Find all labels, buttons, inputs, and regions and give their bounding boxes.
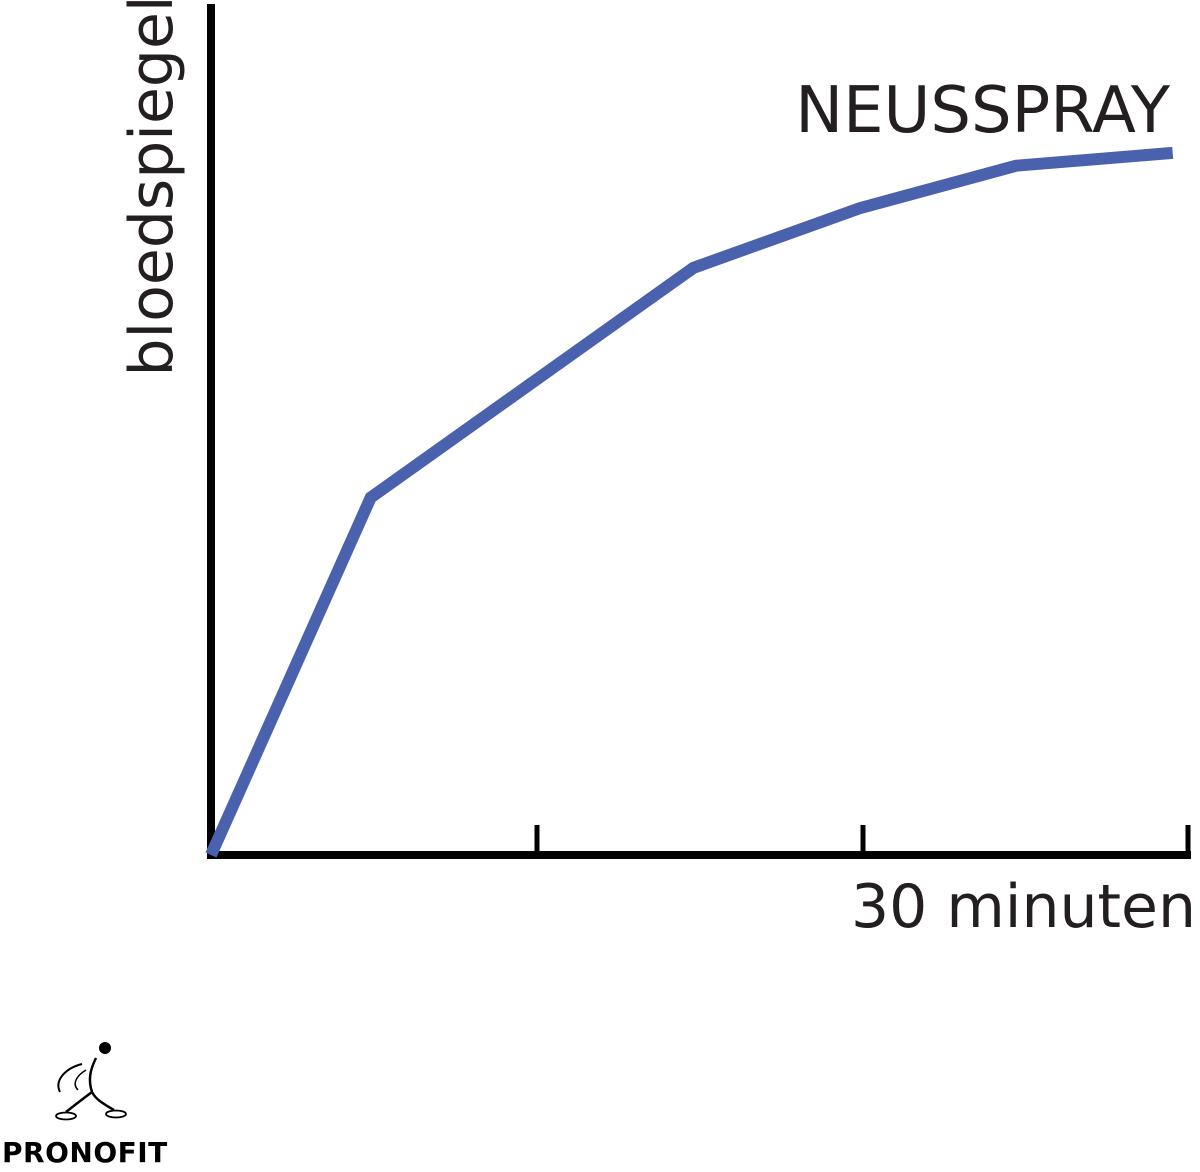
logo-text: PRONOFIT — [2, 1136, 168, 1169]
chart-title: NEUSSPRAY — [795, 74, 1171, 148]
x-axis-label: 30 minuten — [851, 872, 1196, 942]
y-axis-label: bloedspiegel — [117, 0, 187, 377]
skater-icon — [55, 1042, 127, 1121]
x-axis-ticks — [534, 825, 1191, 855]
series-line — [205, 146, 1174, 858]
chart-axes — [207, 4, 1191, 859]
chart-series — [205, 146, 1174, 858]
pronofit-logo: PRONOFIT — [0, 1040, 190, 1172]
